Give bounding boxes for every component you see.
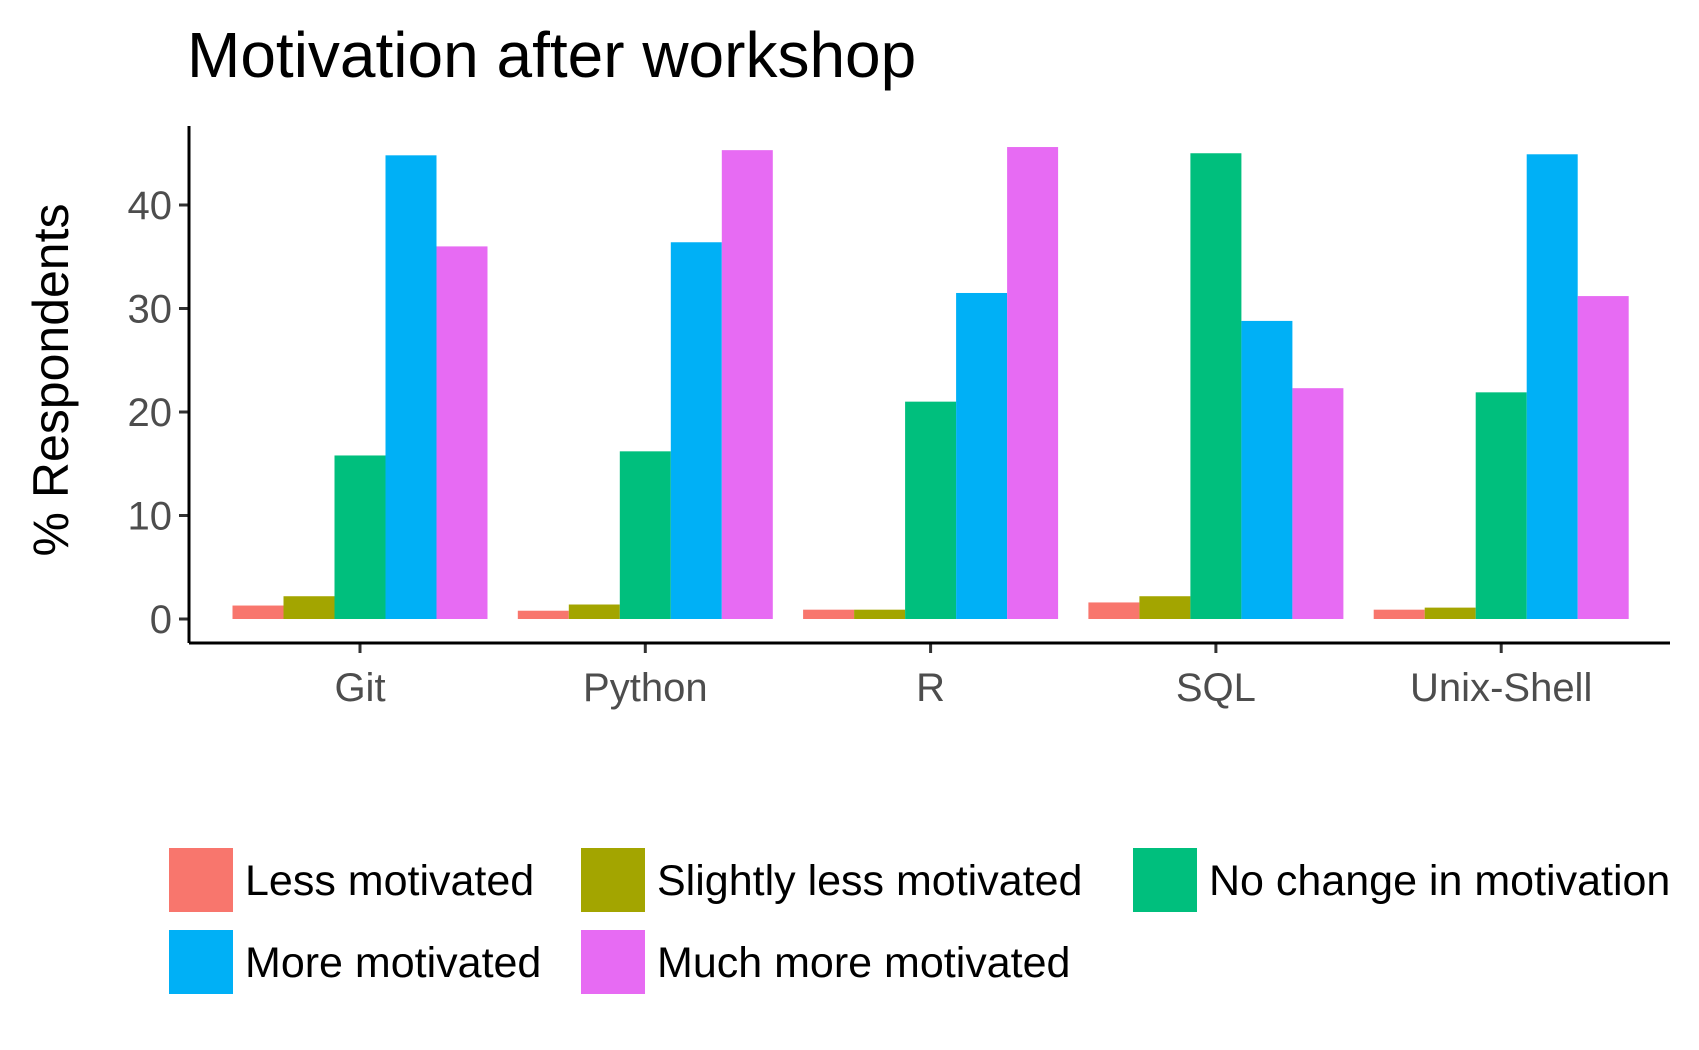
bar-sql-more-motivated xyxy=(1241,320,1293,619)
x-tick-label-git: Git xyxy=(334,666,385,710)
bar-git-more-motivated xyxy=(385,155,437,619)
legend-key-slightly-less-motivated xyxy=(581,848,645,912)
x-tick-label-python: Python xyxy=(583,666,708,710)
bar-python-less-motivated xyxy=(517,610,569,619)
bar-sql-much-more-motivated xyxy=(1292,388,1344,619)
legend-label-less-motivated: Less motivated xyxy=(245,857,534,905)
x-axis-ticks: Git Python R SQL Unix-Shell xyxy=(334,643,1592,710)
bar-unix-shell-more-motivated xyxy=(1526,154,1578,620)
y-axis-ticks: 0 10 20 30 40 xyxy=(128,184,189,642)
bars-group xyxy=(232,147,1629,620)
bar-r-less-motivated xyxy=(803,609,855,619)
legend-label-no-change-in-motivation: No change in motivation xyxy=(1209,857,1670,905)
legend-label-more-motivated: More motivated xyxy=(245,939,541,987)
x-tick-label-unix-shell: Unix-Shell xyxy=(1410,666,1592,710)
bar-git-slightly-less-motivated xyxy=(283,596,335,619)
y-tick-label-20: 20 xyxy=(128,391,173,435)
legend-key-much-more-motivated xyxy=(581,930,645,994)
bar-git-no-change-in-motivation xyxy=(334,455,386,619)
bar-python-slightly-less-motivated xyxy=(568,604,620,619)
legend-key-less-motivated xyxy=(169,848,233,912)
x-tick-label-r: R xyxy=(916,666,945,710)
bar-unix-shell-slightly-less-motivated xyxy=(1424,607,1476,619)
legend-label-slightly-less-motivated: Slightly less motivated xyxy=(657,857,1082,905)
bar-r-much-more-motivated xyxy=(1007,147,1059,620)
bar-git-less-motivated xyxy=(232,605,284,619)
bar-unix-shell-no-change-in-motivation xyxy=(1475,392,1527,619)
bar-python-much-more-motivated xyxy=(721,150,773,619)
legend-key-no-change-in-motivation xyxy=(1133,848,1197,912)
bar-sql-slightly-less-motivated xyxy=(1139,596,1191,619)
y-tick-label-30: 30 xyxy=(128,288,173,332)
bar-r-more-motivated xyxy=(956,292,1008,619)
bar-unix-shell-less-motivated xyxy=(1373,609,1425,619)
bar-git-much-more-motivated xyxy=(436,246,488,619)
chart-title: Motivation after workshop xyxy=(187,19,916,91)
bar-python-more-motivated xyxy=(670,242,722,619)
y-tick-label-0: 0 xyxy=(150,598,172,642)
y-tick-label-10: 10 xyxy=(128,495,173,539)
legend: Less motivated Slightly less motivated No … xyxy=(169,848,1670,994)
bar-sql-no-change-in-motivation xyxy=(1190,153,1242,619)
y-tick-label-40: 40 xyxy=(128,184,173,228)
bar-r-no-change-in-motivation xyxy=(905,401,957,619)
legend-key-more-motivated xyxy=(169,930,233,994)
y-axis-title: % Respondents xyxy=(23,203,79,556)
x-tick-label-sql: SQL xyxy=(1176,666,1256,710)
bar-sql-less-motivated xyxy=(1088,602,1140,619)
bar-unix-shell-much-more-motivated xyxy=(1577,296,1629,619)
bar-r-slightly-less-motivated xyxy=(854,609,906,619)
legend-label-much-more-motivated: Much more motivated xyxy=(657,939,1070,987)
bar-python-no-change-in-motivation xyxy=(619,451,671,619)
